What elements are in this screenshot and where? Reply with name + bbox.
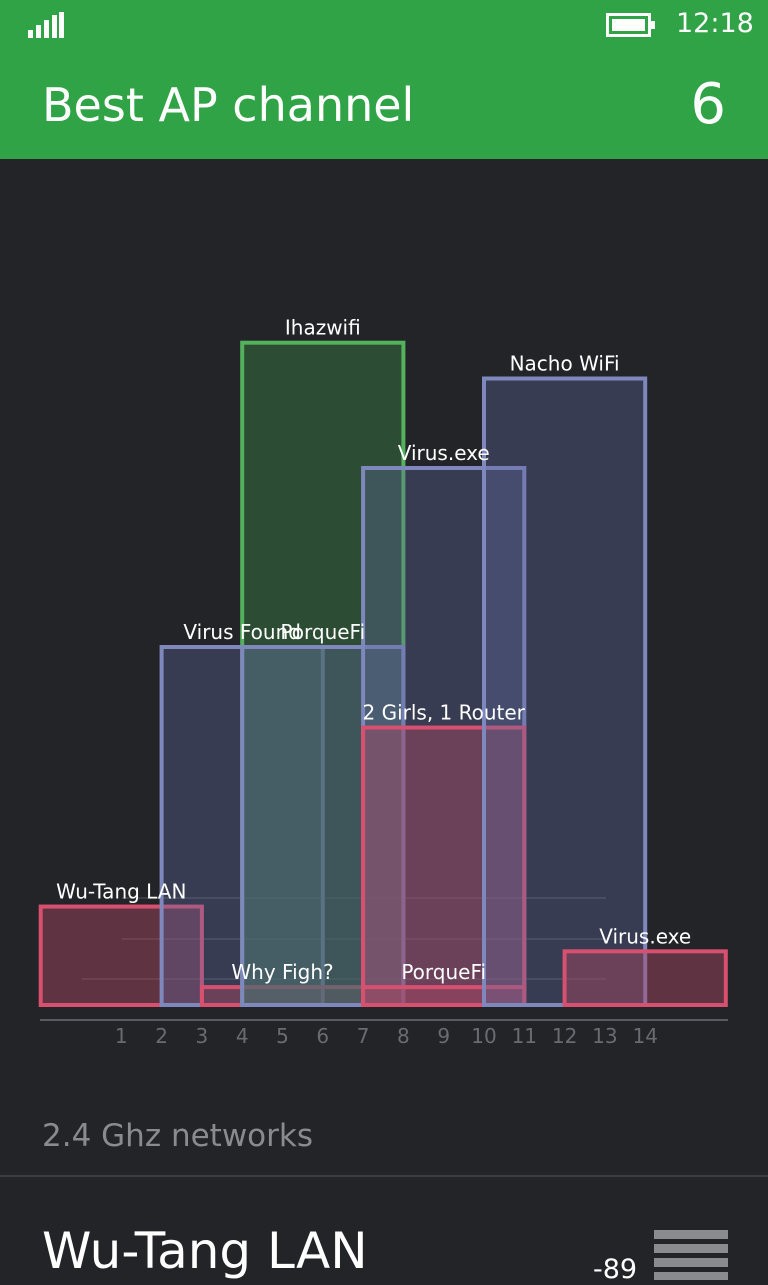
network-labels: Wu-Tang LAN Virus Found Why Figh? Ihazwifi P… <box>56 316 691 984</box>
clock: 12:18 <box>676 8 754 39</box>
x-tick-label: 3 <box>196 1024 209 1048</box>
x-tick-label: 8 <box>397 1024 410 1048</box>
network-label: PorqueFi <box>401 960 486 984</box>
x-tick-label: 14 <box>632 1024 657 1048</box>
x-tick-label: 6 <box>316 1024 329 1048</box>
channel-chart[interactable]: Wu-Tang LAN Virus Found Why Figh? Ihazwifi P… <box>0 159 768 1080</box>
x-tick-label: 4 <box>236 1024 249 1048</box>
selected-network-name[interactable]: Wu-Tang LAN <box>42 1222 368 1280</box>
x-tick-label: 11 <box>512 1024 537 1048</box>
network-bar <box>240 645 406 1007</box>
network-label: Ihazwifi <box>285 316 361 340</box>
x-tick-label: 10 <box>471 1024 496 1048</box>
band-label: 2.4 Ghz networks <box>42 1118 313 1154</box>
network-label: Nacho WiFi <box>510 352 620 376</box>
x-tick-label: 2 <box>155 1024 168 1048</box>
divider <box>0 1175 768 1177</box>
x-tick-label: 9 <box>437 1024 450 1048</box>
signal-bars-icon[interactable] <box>654 1230 728 1280</box>
network-bars <box>38 340 728 1007</box>
network-label: Why Figh? <box>231 960 333 984</box>
network-bar <box>38 904 204 1007</box>
page-title: Best AP channel <box>42 78 415 132</box>
status-bar: 12:18 <box>0 0 768 52</box>
network-label: Wu-Tang LAN <box>56 880 186 904</box>
selected-network-rssi: -89 <box>593 1254 638 1285</box>
network-label: Virus.exe <box>398 441 490 465</box>
app-header: Best AP channel 6 <box>0 52 768 159</box>
network-label: PorqueFi <box>280 620 365 644</box>
battery-icon <box>606 13 655 37</box>
network-bar <box>361 725 527 1007</box>
x-tick-label: 7 <box>357 1024 370 1048</box>
network-label: Virus.exe <box>599 924 691 948</box>
x-tick-label: 5 <box>276 1024 289 1048</box>
x-tick-label: 13 <box>592 1024 617 1048</box>
x-axis-ticks: 1 2 3 4 5 6 7 8 9 10 11 12 13 14 <box>115 1024 658 1048</box>
best-channel-value: 6 <box>690 72 726 137</box>
network-bar <box>562 949 728 1007</box>
network-label: 2 Girls, 1 Router <box>362 701 525 725</box>
x-tick-label: 12 <box>552 1024 577 1048</box>
network-label: Virus Found <box>183 620 301 644</box>
signal-strength-icon <box>28 12 64 38</box>
network-bar <box>482 376 648 1007</box>
x-tick-label: 1 <box>115 1024 128 1048</box>
